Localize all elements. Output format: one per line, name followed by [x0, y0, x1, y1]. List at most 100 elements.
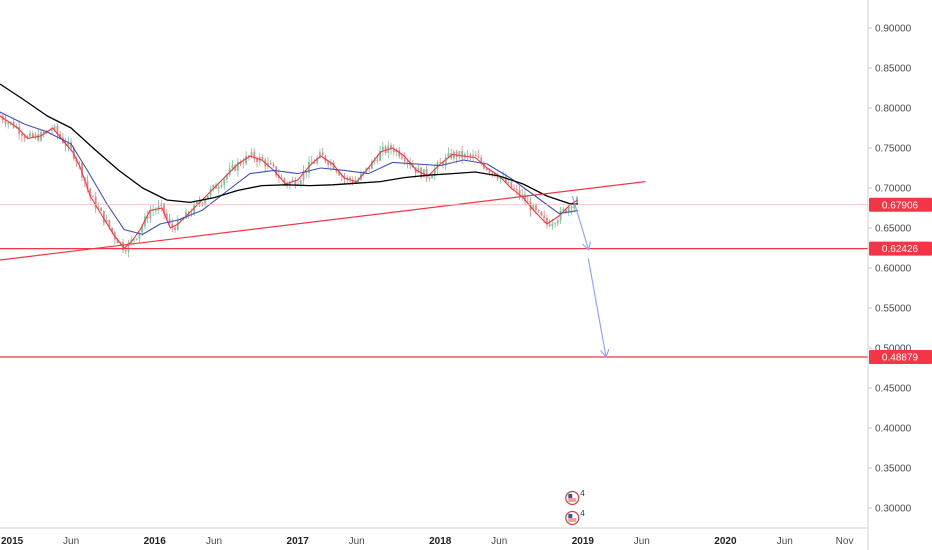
y-tick-label-5: 0.65000: [875, 224, 912, 235]
candle-35: [94, 192, 97, 213]
svg-text:0.67906: 0.67906: [882, 200, 919, 211]
projection-arrow-0[interactable]: [571, 195, 588, 249]
y-tick-label-7: 0.55000: [875, 304, 912, 315]
y-tick-label-12: 0.30000: [875, 504, 912, 515]
candle-80: [217, 182, 220, 195]
candle-192: [524, 188, 526, 206]
candle-39: [105, 214, 108, 224]
candle-108: [294, 177, 297, 189]
candle-205: [559, 207, 562, 224]
x-tick-label-7: Jun: [491, 536, 507, 547]
svg-text:0.48879: 0.48879: [882, 352, 919, 363]
candle-130: [354, 176, 357, 184]
candle-70: [190, 208, 193, 217]
candle-88: [239, 159, 242, 167]
candle-50: [135, 237, 138, 241]
event-count-label: 4: [580, 509, 585, 518]
candle-13: [34, 132, 37, 140]
candle-99: [269, 160, 272, 165]
projection-arrow-1[interactable]: [587, 258, 606, 356]
current-price-tag: 0.67906: [869, 197, 932, 212]
candle-49: [133, 238, 135, 246]
candle-158: [431, 172, 433, 179]
y-axis[interactable]: 0.90000 0.85000 0.80000 0.75000 0.70000 0.650…: [868, 24, 912, 515]
x-tick-label-8: 2019: [572, 536, 595, 547]
economic-event-icon[interactable]: 4: [565, 489, 586, 506]
y-tick-label-3: 0.75000: [875, 144, 912, 155]
x-tick-label-0: 2015: [1, 536, 24, 547]
candle-174: [474, 151, 477, 157]
candle-116: [316, 155, 319, 166]
candle-209: [570, 205, 573, 215]
candle-176: [480, 154, 483, 166]
y-tick-label-11: 0.35000: [875, 464, 912, 475]
y-tick-label-4: 0.70000: [875, 184, 912, 195]
plot-area[interactable]: [0, 0, 868, 528]
candle-82: [223, 177, 226, 190]
candle-2: [4, 114, 7, 128]
level-price-tag-0: 0.62426: [869, 241, 932, 256]
x-tick-label-11: Jun: [777, 536, 793, 547]
x-tick-label-12: Nov: [836, 536, 854, 547]
candle-37: [100, 206, 103, 212]
x-tick-label-9: Jun: [634, 536, 650, 547]
candle-175: [477, 149, 480, 159]
candle-189: [515, 184, 518, 196]
candle-77: [209, 186, 212, 200]
candle-190: [518, 185, 521, 200]
candle-96: [261, 154, 264, 161]
candle-14: [37, 128, 40, 142]
economic-event-icon[interactable]: 4: [565, 509, 586, 526]
candle-41: [111, 227, 114, 235]
candle-159: [433, 164, 436, 181]
candle-140: [381, 141, 384, 157]
candle-87: [236, 158, 239, 177]
candle-144: [392, 144, 395, 156]
candle-124: [338, 169, 340, 177]
svg-text:0.62426: 0.62426: [882, 244, 919, 255]
y-tick-label-6: 0.60000: [875, 264, 912, 275]
candle-200: [545, 214, 548, 229]
x-tick-label-6: 2018: [429, 536, 452, 547]
candle-89: [242, 157, 245, 169]
x-tick-label-1: Jun: [63, 536, 79, 547]
candle-100: [272, 162, 275, 168]
y-tick-label-8: 0.50000: [875, 344, 912, 355]
candle-182: [496, 172, 499, 181]
candle-60: [163, 202, 165, 220]
candle-201: [548, 219, 551, 228]
y-tick-label-10: 0.40000: [875, 424, 912, 435]
candle-114: [310, 155, 313, 164]
candle-103: [280, 174, 283, 179]
candle-63: [171, 218, 174, 233]
x-tick-label-4: 2017: [287, 536, 310, 547]
ma-slow-line: [0, 83, 579, 205]
x-tick-label-2: 2016: [144, 536, 167, 547]
candle-203: [554, 222, 556, 228]
x-tick-label-3: Jun: [206, 536, 222, 547]
candle-11: [29, 130, 31, 138]
candle-93: [253, 148, 256, 163]
candle-188: [513, 184, 515, 191]
candle-171: [466, 150, 469, 160]
candle-12: [31, 131, 34, 138]
candle-157: [428, 176, 431, 182]
y-tick-label-2: 0.80000: [875, 104, 912, 115]
candle-75: [204, 196, 206, 207]
candle-34: [92, 194, 94, 198]
candle-173: [472, 149, 474, 162]
candle-118: [321, 147, 324, 156]
candle-78: [212, 184, 215, 192]
candle-169: [461, 145, 464, 164]
ma-fast-line: [0, 111, 579, 235]
candle-58: [157, 200, 160, 214]
candle-57: [154, 206, 157, 215]
event-count-label: 4: [580, 489, 585, 498]
candle-54: [146, 210, 149, 223]
support-trendline[interactable]: [0, 181, 646, 261]
x-tick-label-5: Jun: [349, 536, 365, 547]
candle-191: [521, 188, 524, 201]
candle-111: [302, 165, 305, 186]
x-axis[interactable]: 2015 Jun 2016 Jun 2017 Jun 2018 Jun 2019 Jun 2020 J…: [1, 536, 853, 547]
